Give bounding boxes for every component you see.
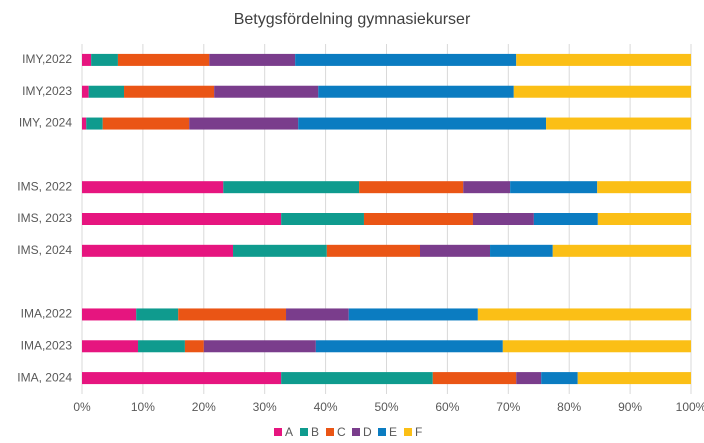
bar-segment — [189, 117, 299, 130]
bar-segment — [577, 372, 691, 385]
bar-segment — [82, 308, 137, 321]
bar-segment — [348, 308, 478, 321]
bar-segment — [477, 308, 691, 321]
bar-segment — [203, 340, 316, 353]
legend-label: C — [337, 425, 346, 439]
x-tick-label: 30% — [253, 400, 277, 414]
bar-segment — [88, 85, 125, 98]
bar-segment — [209, 53, 296, 66]
bar-segment — [117, 53, 210, 66]
legend-label: A — [285, 425, 293, 439]
x-tick-label: 60% — [435, 400, 459, 414]
x-tick-label: 70% — [496, 400, 520, 414]
bar-segment — [326, 244, 420, 257]
bar-segment — [233, 244, 327, 257]
y-tick-label: IMY, 2024 — [19, 116, 72, 130]
bar-segment — [82, 181, 224, 194]
bar-segment — [315, 340, 503, 353]
bar-segment — [419, 244, 491, 257]
legend-swatch — [404, 428, 412, 436]
bar-segment — [102, 117, 190, 130]
bar-segment — [513, 85, 691, 98]
bar-segment — [82, 244, 234, 257]
legend-label: E — [389, 425, 397, 439]
legend-label: F — [415, 425, 422, 439]
x-tick-label: 0% — [73, 400, 91, 414]
legend-swatch — [352, 428, 360, 436]
y-tick-label: IMA,2023 — [21, 338, 73, 352]
bar-segment — [82, 372, 282, 385]
bar-segment — [178, 308, 287, 321]
y-tick-label: IMY,2023 — [22, 84, 72, 98]
bar-segment — [214, 85, 319, 98]
chart-title: Betygsfördelning gymnasiekurser — [234, 11, 471, 28]
legend-swatch — [326, 428, 334, 436]
bar-segment — [82, 213, 282, 225]
y-tick-label: IMS, 2022 — [17, 179, 72, 193]
bar-segment — [363, 213, 473, 225]
bar-segment — [281, 372, 433, 385]
bar-segment — [510, 181, 598, 194]
bar-segment — [318, 85, 514, 98]
bar-segment — [136, 308, 179, 321]
x-tick-label: 80% — [557, 400, 581, 414]
bar-segment — [432, 372, 517, 385]
x-tick-label: 40% — [314, 400, 338, 414]
bar-segment — [82, 85, 89, 98]
bar-segment — [490, 244, 553, 257]
bar-segment — [223, 181, 360, 194]
bar-segment — [82, 53, 92, 66]
y-tick-label: IMA, 2024 — [17, 370, 72, 384]
bar-segment — [82, 340, 139, 353]
bar-segment — [298, 117, 547, 130]
bar-segment — [463, 181, 511, 194]
bar-segment — [281, 213, 364, 225]
y-tick-label: IMA,2022 — [21, 307, 73, 321]
y-tick-label: IMS, 2024 — [17, 243, 72, 257]
x-tick-label: 20% — [192, 400, 216, 414]
bar-segment — [91, 53, 118, 66]
bar-segment — [138, 340, 185, 353]
bar-segment — [124, 85, 215, 98]
x-tick-label: 100% — [676, 400, 704, 414]
bar-segment — [286, 308, 349, 321]
bar-segment — [516, 53, 691, 66]
bar-segment — [184, 340, 204, 353]
legend-label: B — [311, 425, 319, 439]
bar-segment — [472, 213, 534, 225]
bar-segment — [597, 181, 691, 194]
bar-segment — [86, 117, 103, 130]
legend-swatch — [300, 428, 308, 436]
bar-segment — [502, 340, 691, 353]
bar-segment — [82, 117, 87, 130]
bar-segment — [359, 181, 464, 194]
legend-swatch — [274, 428, 282, 436]
x-tick-label: 10% — [131, 400, 155, 414]
bar-segment — [533, 213, 598, 225]
legend-label: D — [363, 425, 372, 439]
bar-segment — [295, 53, 517, 66]
x-tick-label: 90% — [618, 400, 642, 414]
x-tick-label: 50% — [374, 400, 398, 414]
bar-segment — [552, 244, 691, 257]
y-tick-label: IMS, 2023 — [17, 211, 72, 225]
bar-segment — [541, 372, 578, 385]
bar-segment — [546, 117, 691, 130]
legend-swatch — [378, 428, 386, 436]
bar-segment — [516, 372, 542, 385]
bar-segment — [597, 213, 691, 225]
y-tick-label: IMY,2022 — [22, 52, 72, 66]
